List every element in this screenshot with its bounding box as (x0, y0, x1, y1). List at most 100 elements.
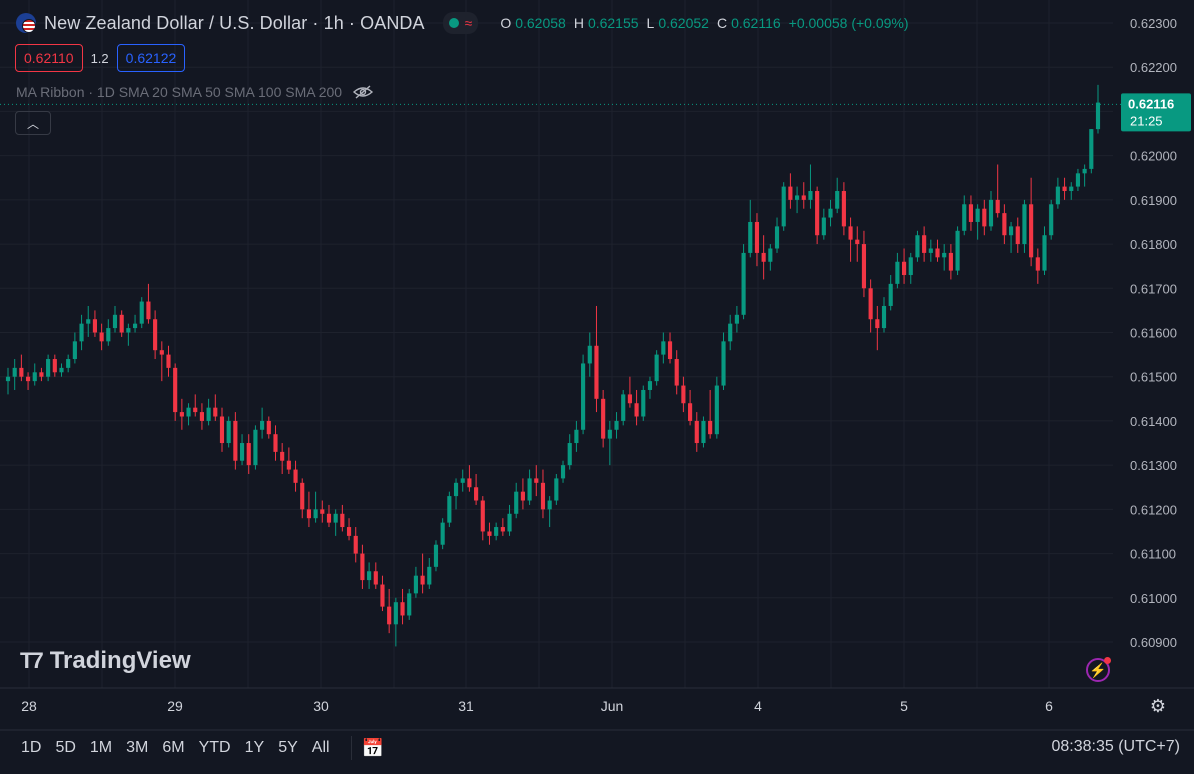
candle (748, 199, 753, 258)
time-axis[interactable]: 28 29 30 31 Jun 4 5 6 (21, 698, 1053, 714)
candle-body (601, 398, 606, 439)
candle (320, 500, 325, 523)
candle (1022, 199, 1027, 253)
utc-clock[interactable]: 08:38:35 (UTC+7) (1051, 738, 1180, 755)
candle-body (340, 513, 345, 528)
candle (179, 398, 184, 430)
candle (688, 389, 693, 426)
candle (400, 588, 405, 625)
close-value: 0.62116 (731, 15, 781, 31)
candle-body (828, 208, 833, 218)
candle-body (534, 478, 539, 483)
candle (25, 372, 31, 390)
time-tick-label: 31 (458, 698, 474, 714)
candle (895, 252, 900, 289)
candle (300, 478, 305, 519)
candle (540, 469, 546, 519)
range-1m[interactable]: 1M (89, 739, 113, 756)
candle-body (333, 513, 338, 523)
candle (373, 562, 378, 589)
candle-body (19, 367, 24, 377)
candle (266, 416, 271, 439)
candle (367, 562, 372, 589)
candle (902, 248, 907, 284)
candle-body (1029, 204, 1034, 258)
candle (433, 540, 439, 572)
price-tick-label: 0.61000 (1130, 591, 1177, 606)
candle-body (306, 509, 311, 519)
candle (835, 177, 840, 214)
bottom-toolbar: 1D 5D 1M 3M 6M YTD 1Y 5Y All 📅 (0, 730, 1194, 766)
sell-button[interactable]: 0.62110 (15, 44, 83, 72)
time-tick-label: 29 (167, 698, 183, 714)
candle (413, 566, 418, 598)
candle (153, 310, 158, 360)
candle (514, 482, 519, 519)
range-1y[interactable]: 1Y (244, 739, 265, 756)
candle-body (661, 341, 666, 355)
last-price-tag: 0.62116 21:25 (1121, 93, 1191, 132)
price-axis[interactable]: 0.623000.622000.621000.620000.619000.618… (1130, 16, 1177, 650)
range-3m[interactable]: 3M (126, 739, 149, 756)
candle (173, 363, 178, 421)
candle (1029, 177, 1034, 267)
range-all[interactable]: All (311, 739, 330, 756)
candle (821, 208, 826, 240)
price-tick-label: 0.62200 (1130, 60, 1177, 75)
candle (467, 465, 472, 492)
symbol-title[interactable]: New Zealand Dollar / U.S. Dollar · 1h · … (44, 12, 425, 33)
candle (32, 363, 37, 386)
candle-body (507, 513, 512, 532)
range-ytd[interactable]: YTD (198, 739, 231, 756)
collapse-legend-button[interactable]: ︿ (15, 111, 51, 135)
candle (721, 332, 726, 390)
candle-body (734, 314, 739, 324)
eye-hidden-icon[interactable] (352, 84, 374, 100)
candle-body (540, 482, 546, 510)
candle-body (995, 199, 1000, 214)
candle (774, 217, 780, 253)
candle (714, 376, 719, 439)
candle (280, 443, 285, 474)
candle-body (387, 606, 392, 625)
goto-date-calendar-icon[interactable]: 📅 (361, 737, 384, 758)
candle-body (447, 496, 452, 523)
buy-button[interactable]: 0.62122 (116, 44, 186, 72)
candle (119, 310, 124, 337)
candle-body (253, 429, 258, 466)
settings-gear-icon[interactable]: ⚙ (1149, 695, 1167, 716)
range-6m[interactable]: 6M (162, 739, 185, 756)
candle (19, 354, 24, 382)
candle (968, 195, 974, 231)
candle (213, 394, 218, 421)
candle-body (647, 381, 653, 390)
indicator-legend[interactable]: MA Ribbon · 1D SMA 20 SMA 50 SMA 100 SMA… (16, 84, 374, 100)
candle (754, 213, 760, 267)
candle (293, 460, 298, 492)
candle (206, 398, 211, 426)
candle (948, 244, 953, 280)
candle (1049, 199, 1054, 240)
candle-body (213, 407, 218, 417)
high-key: H (573, 15, 584, 31)
price-tick-label: 0.61300 (1130, 458, 1177, 473)
market-status-pill[interactable]: ≈ (442, 12, 479, 34)
candle-body (407, 593, 412, 616)
range-5d[interactable]: 5D (55, 739, 76, 756)
candle-body (146, 301, 151, 320)
candle (988, 191, 994, 231)
candle-body (815, 191, 820, 236)
candle-body (902, 261, 907, 276)
flash-icon[interactable]: ⚡ (1086, 657, 1111, 682)
tradingview-logo: T7 TradingView (20, 647, 191, 675)
price-tick-label: 0.62000 (1130, 149, 1177, 164)
candle-body (928, 248, 933, 253)
candle-body (92, 319, 98, 333)
candle-body (567, 443, 572, 466)
candle-body (634, 403, 639, 417)
range-5y[interactable]: 5Y (278, 739, 298, 756)
candle-series (5, 84, 1101, 647)
range-1d[interactable]: 1D (21, 739, 42, 756)
candle (380, 575, 385, 612)
